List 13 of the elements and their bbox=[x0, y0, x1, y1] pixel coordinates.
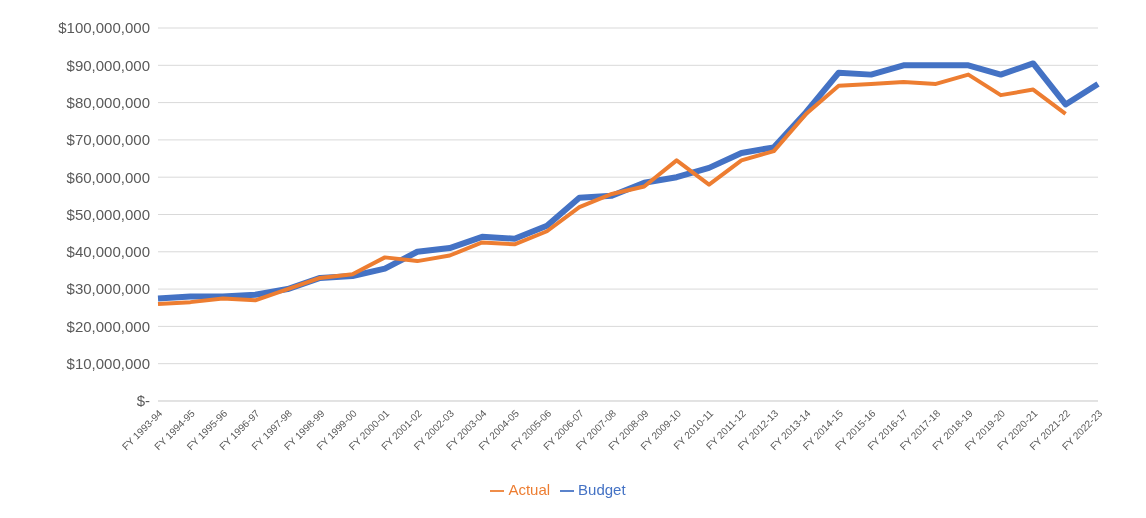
legend-label: Actual bbox=[508, 480, 551, 498]
y-tick-label: $80,000,000 bbox=[66, 93, 150, 111]
y-tick-label: $20,000,000 bbox=[66, 317, 150, 335]
y-tick-label: $30,000,000 bbox=[66, 280, 150, 298]
y-tick-label: $- bbox=[136, 392, 150, 410]
y-tick-label: $60,000,000 bbox=[66, 168, 150, 186]
y-tick-label: $40,000,000 bbox=[66, 243, 150, 261]
y-tick-label: $90,000,000 bbox=[66, 56, 150, 74]
y-tick-label: $10,000,000 bbox=[66, 355, 150, 372]
y-tick-label: $50,000,000 bbox=[66, 205, 150, 223]
y-tick-label: $70,000,000 bbox=[66, 131, 150, 149]
legend-label: Budget bbox=[578, 480, 626, 498]
y-tick-label: $100,000,000 bbox=[58, 19, 150, 37]
